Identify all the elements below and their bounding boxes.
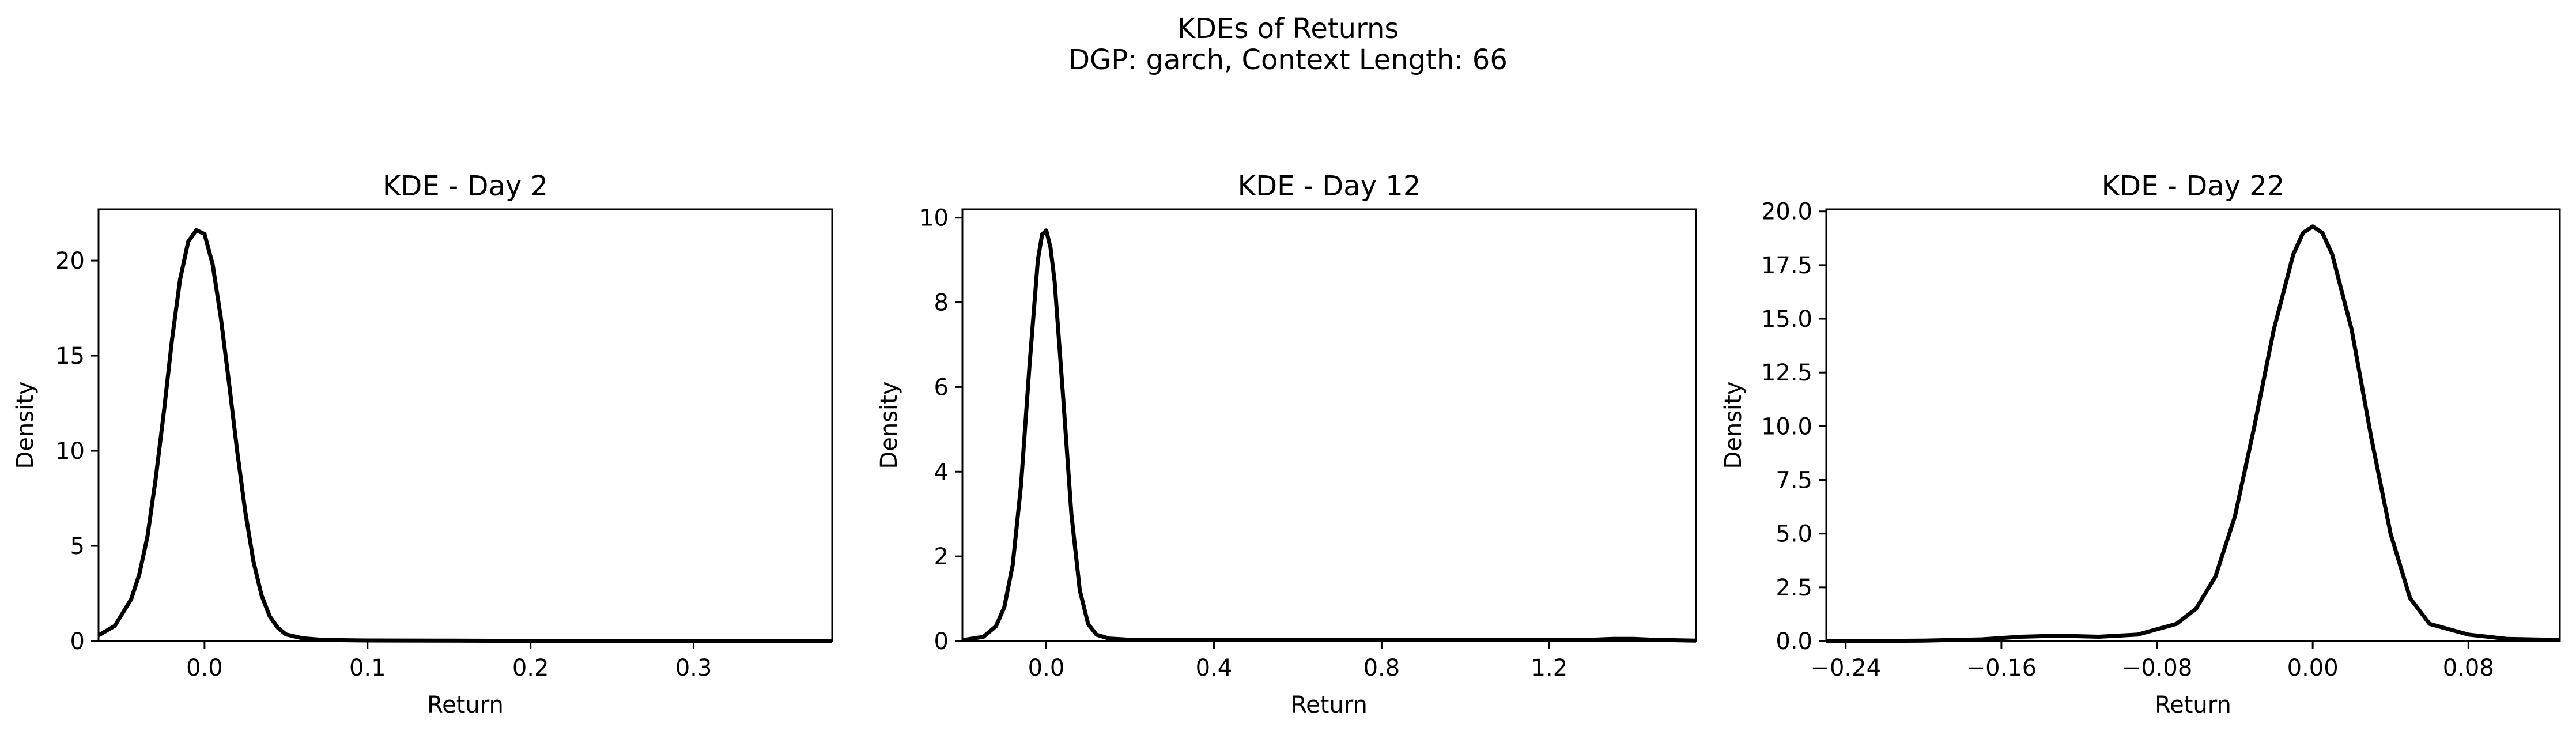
y-tick-label: 2.5 xyxy=(1776,575,1812,601)
x-tick-label: 0.0 xyxy=(186,655,223,681)
y-tick-label: 5 xyxy=(70,533,85,560)
y-tick-label: 5.0 xyxy=(1776,521,1812,548)
y-tick-label: 8 xyxy=(934,290,949,316)
kde-line-2 xyxy=(962,228,1697,643)
x-axis-label-3: Return xyxy=(2155,692,2231,718)
y-tick-label: 20 xyxy=(55,248,85,274)
x-axis-label-2: Return xyxy=(1291,692,1368,718)
x-tick-label: −0.08 xyxy=(2122,655,2193,681)
x-tick-label: 0.08 xyxy=(2443,655,2494,681)
y-tick-label: 17.5 xyxy=(1761,252,1812,279)
y-tick-label: 6 xyxy=(934,374,949,401)
axes-frame-1 xyxy=(97,208,833,642)
panel-title-3: KDE - Day 22 xyxy=(2102,170,2285,202)
x-tick-label: −0.24 xyxy=(1810,655,1881,681)
x-tick-label: −0.16 xyxy=(1966,655,2037,681)
figure-subtitle: DGP: garch, Context Length: 66 xyxy=(1068,44,1508,76)
x-tick-label: 0.0 xyxy=(1028,655,1065,681)
y-tick-label: 0 xyxy=(70,628,85,655)
panel-title-1: KDE - Day 2 xyxy=(383,170,548,202)
x-tick-label: 0.1 xyxy=(349,655,386,681)
y-tick-label: 0 xyxy=(934,628,949,655)
x-tick-label: 1.2 xyxy=(1531,655,1568,681)
y-axis-label-1: Density xyxy=(12,381,39,469)
y-axis-label-3: Density xyxy=(1720,381,1747,469)
panel-title-2: KDE - Day 12 xyxy=(1238,170,1421,202)
x-tick-label: 0.00 xyxy=(2287,655,2339,681)
y-tick-label: 12.5 xyxy=(1761,360,1812,386)
x-tick-label: 0.3 xyxy=(675,655,712,681)
y-tick-label: 15.0 xyxy=(1761,306,1812,333)
x-tick-label: 0.4 xyxy=(1196,655,1233,681)
y-tick-label: 4 xyxy=(934,459,949,485)
kde-line-3 xyxy=(1826,224,2560,643)
y-tick-label: 20.0 xyxy=(1761,199,1812,225)
y-axis-label-2: Density xyxy=(876,381,902,469)
axes-frame-2 xyxy=(961,208,1697,642)
x-tick-label: 0.2 xyxy=(512,655,549,681)
y-tick-label: 10.0 xyxy=(1761,413,1812,440)
x-tick-label: 0.8 xyxy=(1363,655,1400,681)
y-tick-label: 0.0 xyxy=(1776,628,1812,655)
x-axis-label-1: Return xyxy=(427,692,504,718)
figure-title: KDEs of Returns xyxy=(1177,13,1399,45)
y-tick-label: 10 xyxy=(55,438,85,465)
y-tick-label: 15 xyxy=(55,343,85,370)
y-tick-label: 2 xyxy=(934,544,949,570)
y-tick-label: 10 xyxy=(919,205,949,232)
y-tick-label: 7.5 xyxy=(1776,468,1812,494)
axes-frame-3 xyxy=(1825,208,2561,642)
kde-line-1 xyxy=(97,228,833,643)
